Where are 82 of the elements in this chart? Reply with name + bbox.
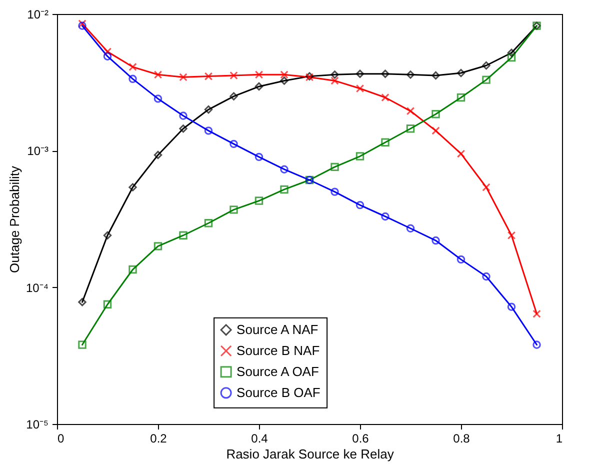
- legend-label: Source B OAF: [236, 384, 320, 400]
- point: [254, 70, 264, 79]
- point: [381, 212, 390, 221]
- point: [230, 71, 238, 80]
- point: [280, 70, 288, 79]
- point: [432, 236, 440, 245]
- point: [330, 70, 339, 79]
- point: [482, 61, 490, 70]
- point: [280, 76, 288, 85]
- point: [432, 110, 440, 118]
- y-axis-title: Outage Probability: [6, 166, 22, 273]
- point: [482, 272, 490, 281]
- point: [204, 105, 213, 114]
- x-tick-label: 0: [58, 432, 64, 446]
- point: [356, 70, 364, 78]
- point: [381, 70, 390, 78]
- point: [154, 94, 162, 103]
- point: [128, 183, 137, 192]
- legend-label: Source A OAF: [236, 364, 319, 379]
- x-tick-label: 0.4: [251, 432, 268, 446]
- point: [230, 92, 238, 100]
- point: [179, 112, 188, 120]
- point: [507, 48, 516, 57]
- legend-label: Source A NAF: [236, 322, 318, 337]
- point: [254, 152, 264, 162]
- point: [254, 82, 264, 91]
- point: [356, 84, 364, 93]
- point: [482, 76, 490, 84]
- y-tick-label: 10⁻⁵: [26, 418, 49, 432]
- point: [230, 140, 238, 148]
- point: [507, 53, 516, 62]
- point: [381, 93, 390, 102]
- point: [406, 124, 415, 133]
- x-tick-label: 0.6: [352, 432, 370, 446]
- point: [254, 196, 264, 205]
- legend-label: Source B NAF: [236, 342, 320, 358]
- point: [406, 224, 415, 232]
- point: [204, 126, 213, 135]
- point: [406, 70, 415, 79]
- point: [230, 206, 238, 214]
- point: [507, 231, 516, 240]
- point: [204, 72, 213, 80]
- point: [103, 52, 112, 60]
- x-axis-title: Rasio Jarak Source ke Relay: [226, 446, 394, 462]
- y-tick-label: 10⁻³: [27, 144, 49, 158]
- point: [456, 68, 466, 78]
- point: [78, 340, 86, 349]
- point: [330, 162, 339, 172]
- point: [128, 62, 137, 72]
- point: [179, 231, 188, 240]
- point: [330, 76, 339, 85]
- x-tick-label: 0.2: [150, 432, 168, 446]
- point: [103, 231, 112, 240]
- point: [456, 93, 466, 102]
- point: [356, 200, 364, 210]
- point: [507, 302, 516, 311]
- point: [280, 185, 288, 194]
- point: [356, 152, 364, 160]
- point: [406, 106, 415, 116]
- point: [280, 165, 288, 174]
- x-tick-label: 1: [556, 432, 563, 446]
- y-tick-label: 10⁻⁴: [26, 280, 48, 295]
- point: [154, 242, 162, 250]
- point: [456, 255, 466, 264]
- point: [330, 188, 339, 196]
- point: [154, 150, 162, 160]
- point: [204, 219, 213, 228]
- point: [482, 183, 490, 192]
- point: [432, 71, 440, 80]
- point: [179, 73, 188, 82]
- point: [128, 265, 137, 274]
- point: [179, 124, 188, 133]
- point: [456, 150, 466, 158]
- point: [78, 298, 86, 306]
- point: [432, 126, 440, 135]
- y-tick-label: 10⁻²: [27, 8, 49, 22]
- x-tick-label: 0.8: [453, 432, 470, 446]
- point: [154, 70, 162, 79]
- point: [381, 138, 390, 146]
- point: [103, 300, 112, 309]
- point: [128, 74, 137, 84]
- point: [532, 310, 541, 318]
